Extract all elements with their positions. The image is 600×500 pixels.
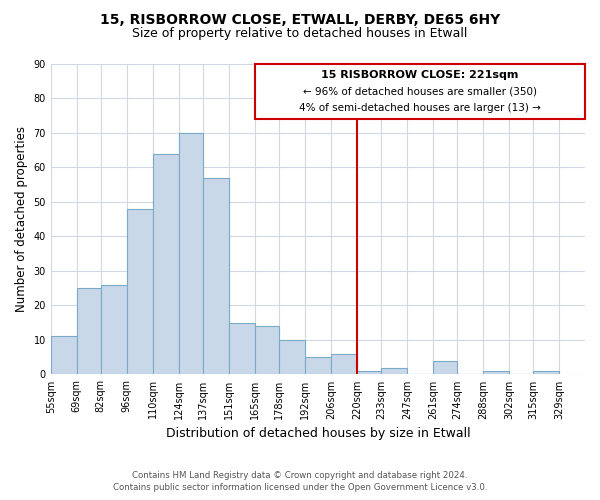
Text: Contains HM Land Registry data © Crown copyright and database right 2024.: Contains HM Land Registry data © Crown c…: [132, 471, 468, 480]
Text: ← 96% of detached houses are smaller (350): ← 96% of detached houses are smaller (35…: [303, 86, 537, 97]
Bar: [101, 285, 127, 374]
Bar: [381, 368, 407, 374]
Bar: [357, 371, 381, 374]
Y-axis label: Number of detached properties: Number of detached properties: [15, 126, 28, 312]
Bar: [51, 336, 77, 374]
Bar: [77, 288, 101, 374]
Bar: [203, 178, 229, 374]
Bar: [433, 360, 457, 374]
X-axis label: Distribution of detached houses by size in Etwall: Distribution of detached houses by size …: [166, 427, 470, 440]
Text: Size of property relative to detached houses in Etwall: Size of property relative to detached ho…: [133, 28, 467, 40]
Text: 4% of semi-detached houses are larger (13) →: 4% of semi-detached houses are larger (1…: [299, 103, 541, 113]
Bar: [483, 371, 509, 374]
Bar: [153, 154, 179, 374]
Bar: [255, 326, 279, 374]
Bar: [533, 371, 559, 374]
Bar: [127, 209, 153, 374]
Bar: [179, 133, 203, 374]
Bar: [331, 354, 357, 374]
Text: 15 RISBORROW CLOSE: 221sqm: 15 RISBORROW CLOSE: 221sqm: [321, 70, 518, 80]
Bar: [279, 340, 305, 374]
Bar: [229, 322, 255, 374]
Bar: [305, 357, 331, 374]
Text: 15, RISBORROW CLOSE, ETWALL, DERBY, DE65 6HY: 15, RISBORROW CLOSE, ETWALL, DERBY, DE65…: [100, 12, 500, 26]
Text: Contains public sector information licensed under the Open Government Licence v3: Contains public sector information licen…: [113, 484, 487, 492]
